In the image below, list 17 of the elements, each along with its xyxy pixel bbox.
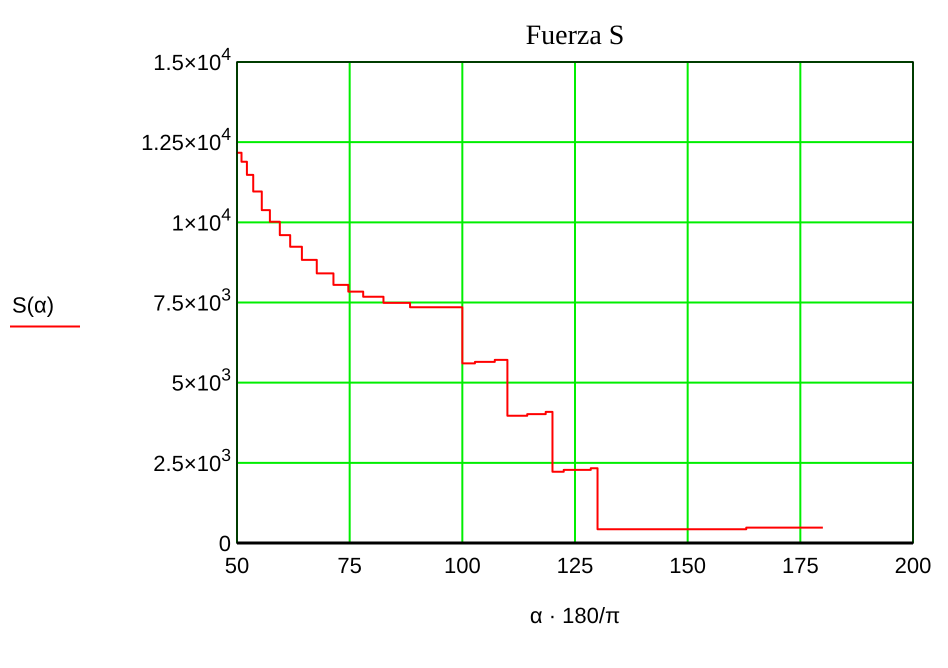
y-tick-label: 1.25×10$^{4}$ [141, 124, 232, 156]
x-tick-label: 50 [224, 553, 250, 578]
x-tick-label: 200 [894, 553, 932, 578]
y-tick-label: 7.5×10$^{3}$ [153, 284, 232, 316]
y-axis-title: S(α) [12, 292, 54, 318]
y-tick-label: 2.5×10$^{3}$ [153, 444, 232, 476]
y-tick-label: 5×10$^{3}$ [172, 364, 232, 396]
x-tick-label: 75 [337, 553, 362, 578]
y-tick-label: 0 [218, 531, 231, 556]
x-tick-label: 175 [782, 553, 819, 578]
y-tick-label: 1×10$^{4}$ [172, 204, 232, 236]
x-tick-label: 100 [444, 553, 481, 578]
chart-title: Fuerza S [526, 20, 624, 51]
x-tick-label: 125 [556, 553, 594, 578]
x-tick-label: 150 [669, 553, 706, 578]
x-axis-title: α · 180/π [530, 603, 620, 628]
y-tick-label: 1.5×10$^{4}$ [153, 44, 232, 75]
